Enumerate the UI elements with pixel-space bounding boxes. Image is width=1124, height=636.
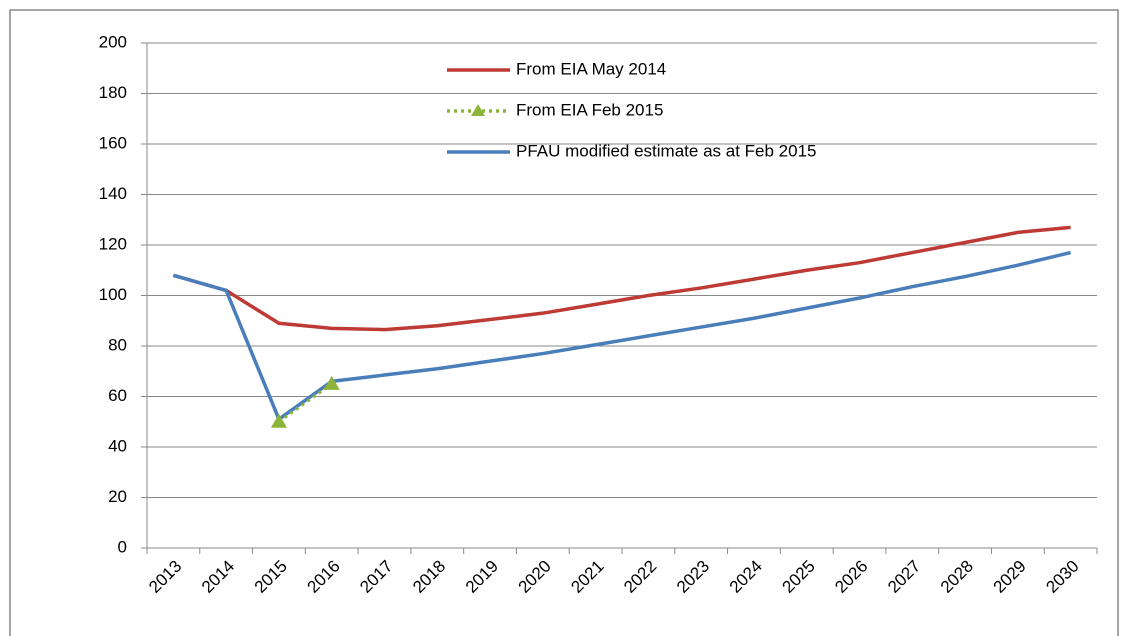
legend-label: PFAU modified estimate as at Feb 2015 [516,141,817,160]
chart-frame [9,9,1119,636]
y-tick-label: 140 [99,184,127,203]
y-tick-label: 180 [99,83,127,102]
marker [270,413,287,428]
legend-marker [471,104,485,116]
y-tick-label: 160 [99,133,127,152]
series-line [172,225,1071,332]
legend-label: From EIA Feb 2015 [516,100,663,119]
y-tick-label: 100 [99,285,127,304]
marker [323,375,340,390]
series-line [172,250,1072,422]
y-tick-label: 80 [108,335,127,354]
y-tick-label: 20 [108,487,127,506]
legend-label: From EIA May 2014 [516,59,666,78]
y-tick-label: 60 [108,386,127,405]
y-tick-label: 0 [118,537,127,556]
y-tick-label: 120 [99,234,127,253]
y-tick-label: 40 [108,436,127,455]
y-tick-label: 200 [99,32,127,51]
